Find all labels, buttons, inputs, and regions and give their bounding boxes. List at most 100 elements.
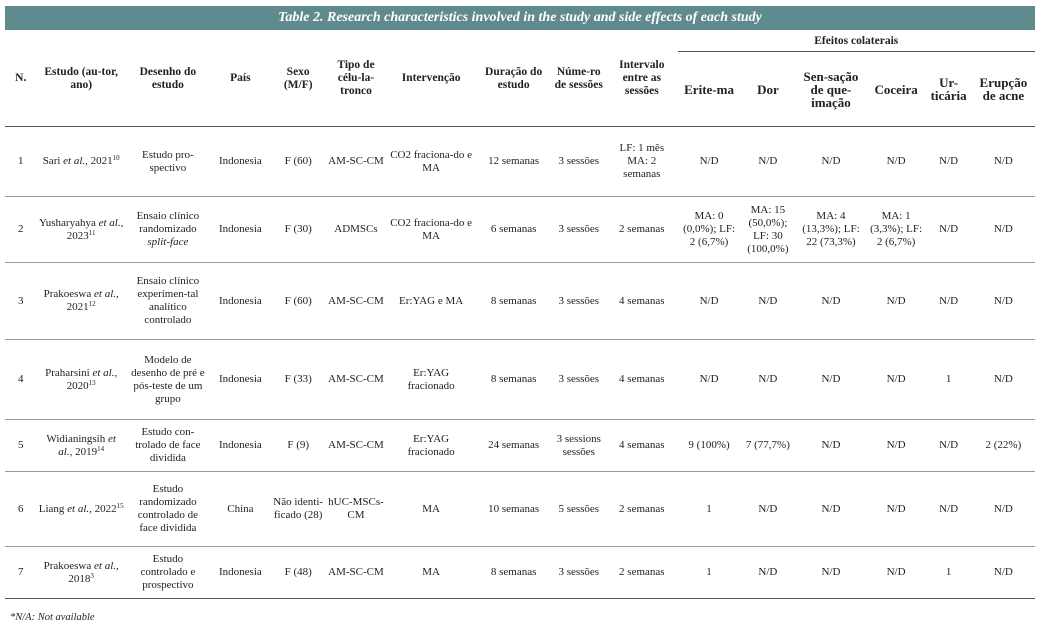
cell-eritema: 1 [677, 471, 741, 547]
cell-estudo: Widianingsih et al., 201914 [36, 419, 126, 472]
study-year: , 2019 [69, 445, 98, 458]
cell-erupcao: N/D [971, 126, 1035, 197]
intervencao-value: MA [422, 502, 440, 515]
n-value: 6 [18, 502, 24, 515]
cell-sensacao: N/D [795, 339, 867, 420]
cell-coceira: N/D [866, 262, 926, 340]
pais-value: Indonesia [219, 294, 262, 307]
cell-erupcao: 2 (22%) [971, 419, 1035, 472]
reference-number: 13 [88, 378, 96, 387]
eritema-value: 1 [706, 566, 712, 578]
et-al: et al. [94, 288, 116, 300]
eritema-value: N/D [699, 155, 719, 167]
design-text: Estudo pro-spectivo [142, 148, 194, 174]
duracao-value: 6 semanas [490, 223, 537, 235]
design-text: Ensaio clínico randomizado [136, 210, 200, 235]
pais-value: Indonesia [219, 155, 262, 167]
duracao-value: 10 semanas [488, 502, 540, 515]
sensacao-value: N/D [821, 294, 841, 307]
erupcao-value: N/D [993, 294, 1013, 307]
cell-coceira: MA: 1 (3,3%); LF: 2 (6,7%) [866, 196, 926, 263]
cell-intervencao: Er:YAG e MA [386, 262, 476, 340]
cell-sensacao: N/D [795, 262, 867, 340]
urticaria-value: N/D [939, 439, 959, 451]
reference-number: 15 [116, 501, 124, 510]
tipo-value: ADMSCs [334, 223, 378, 235]
cell-n: 5 [5, 419, 37, 472]
dor-value: MA: 15 (50,0%); LF: 30 (100,0%) [747, 203, 789, 255]
cell-intervalo: 4 semanas [606, 419, 678, 472]
n-value: 7 [18, 566, 24, 578]
cell-desenho: Ensaio clínico randomizado split-face [125, 196, 210, 263]
erupcao-value: N/D [993, 566, 1013, 578]
sexo-value: F (60) [284, 155, 312, 167]
header-sensacao: Sen-sação de que-imação [795, 51, 867, 127]
sensacao-value: N/D [821, 566, 841, 578]
reference-number: 11 [88, 228, 96, 237]
cell-n: 7 [5, 546, 37, 599]
et-al: et al. [92, 366, 115, 379]
header-n: N. [5, 31, 37, 127]
header-intervalo: Intervalo entre as sessões [606, 31, 678, 127]
et-al: et al. [67, 502, 90, 515]
tipo-value: AM-SC-CM [328, 155, 384, 167]
cell-intervalo: 2 semanas [606, 196, 678, 263]
urticaria-value: N/D [939, 223, 959, 235]
coceira-value: N/D [886, 155, 906, 167]
design-text: Estudo controlado e prospectivo [140, 553, 196, 591]
table-row: 2 Yusharyahya et al., 202311 Ensaio clínic… [5, 196, 1035, 263]
n-value: 2 [18, 223, 24, 235]
coceira-value: N/D [886, 502, 906, 515]
author-name: Sari [42, 155, 61, 167]
dor-value: N/D [758, 294, 778, 307]
header-duracao: Duração do estudo [475, 31, 552, 127]
sexo-value: F (48) [284, 566, 312, 578]
sessoes-value: 3 sessões [558, 566, 600, 578]
cell-urticaria: N/D [925, 196, 972, 263]
erupcao-value: N/D [993, 223, 1013, 235]
reference-number: 12 [88, 300, 96, 308]
cell-pais: Indonesia [209, 126, 271, 197]
cell-estudo: Yusharyahya et al., 202311 [36, 196, 126, 263]
study-year: , 2021 [85, 155, 113, 167]
cell-intervalo: 4 semanas [606, 339, 678, 420]
reference-number: 3 [90, 571, 94, 580]
sessoes-value: 5 sessões [558, 502, 600, 515]
tipo-value: AM-SC-CM [328, 439, 384, 451]
dor-value: N/D [758, 566, 778, 578]
n-value: 3 [18, 294, 24, 307]
intervencao-value: Er:YAG fracionado [407, 432, 455, 458]
cell-coceira: N/D [866, 471, 926, 547]
cell-tipo: AM-SC-CM [325, 126, 387, 197]
et-al: et al. [58, 432, 116, 458]
header-desenho: Desenho do estudo [125, 31, 210, 127]
n-value: 4 [18, 373, 24, 385]
pais-value: Indonesia [219, 566, 262, 578]
cell-coceira: N/D [866, 546, 926, 599]
intervencao-value: Er:YAG fracionado [407, 366, 455, 392]
study-year: , 2018 [68, 559, 119, 585]
sessoes-value: 3 sessões [558, 373, 600, 385]
cell-intervalo: 2 semanas [606, 471, 678, 547]
intervalo-value: 2 semanas [619, 566, 665, 578]
cell-duracao: 24 semanas [475, 419, 552, 472]
sessoes-value: 3 sessões [558, 294, 600, 307]
author-name: Prakoeswa [43, 559, 92, 572]
cell-sensacao: N/D [795, 471, 867, 547]
cell-tipo: AM-SC-CM [325, 262, 387, 340]
cell-n: 4 [5, 339, 37, 420]
header-intervencao: Intervenção [386, 31, 476, 127]
intervencao-value: CO2 fraciona-do e MA [390, 216, 473, 242]
cell-intervalo: 4 semanas [606, 262, 678, 340]
author-name: Yusharyahya [39, 216, 96, 229]
cell-tipo: AM-SC-CM [325, 339, 387, 420]
cell-estudo: Liang et al., 202215 [36, 471, 126, 547]
sessoes-value: 3 sessões [558, 155, 600, 167]
cell-sessoes: 3 sessions sessões [551, 419, 607, 472]
design-extra: split-face [147, 236, 189, 248]
cell-intervencao: MA [386, 471, 476, 547]
tipo-value: AM-SC-CM [328, 294, 384, 307]
cell-estudo: Prakoeswa et al., 20183 [36, 546, 126, 599]
cell-eritema: MA: 0 (0,0%); LF: 2 (6,7%) [677, 196, 741, 263]
header-dor: Dor [740, 51, 796, 127]
